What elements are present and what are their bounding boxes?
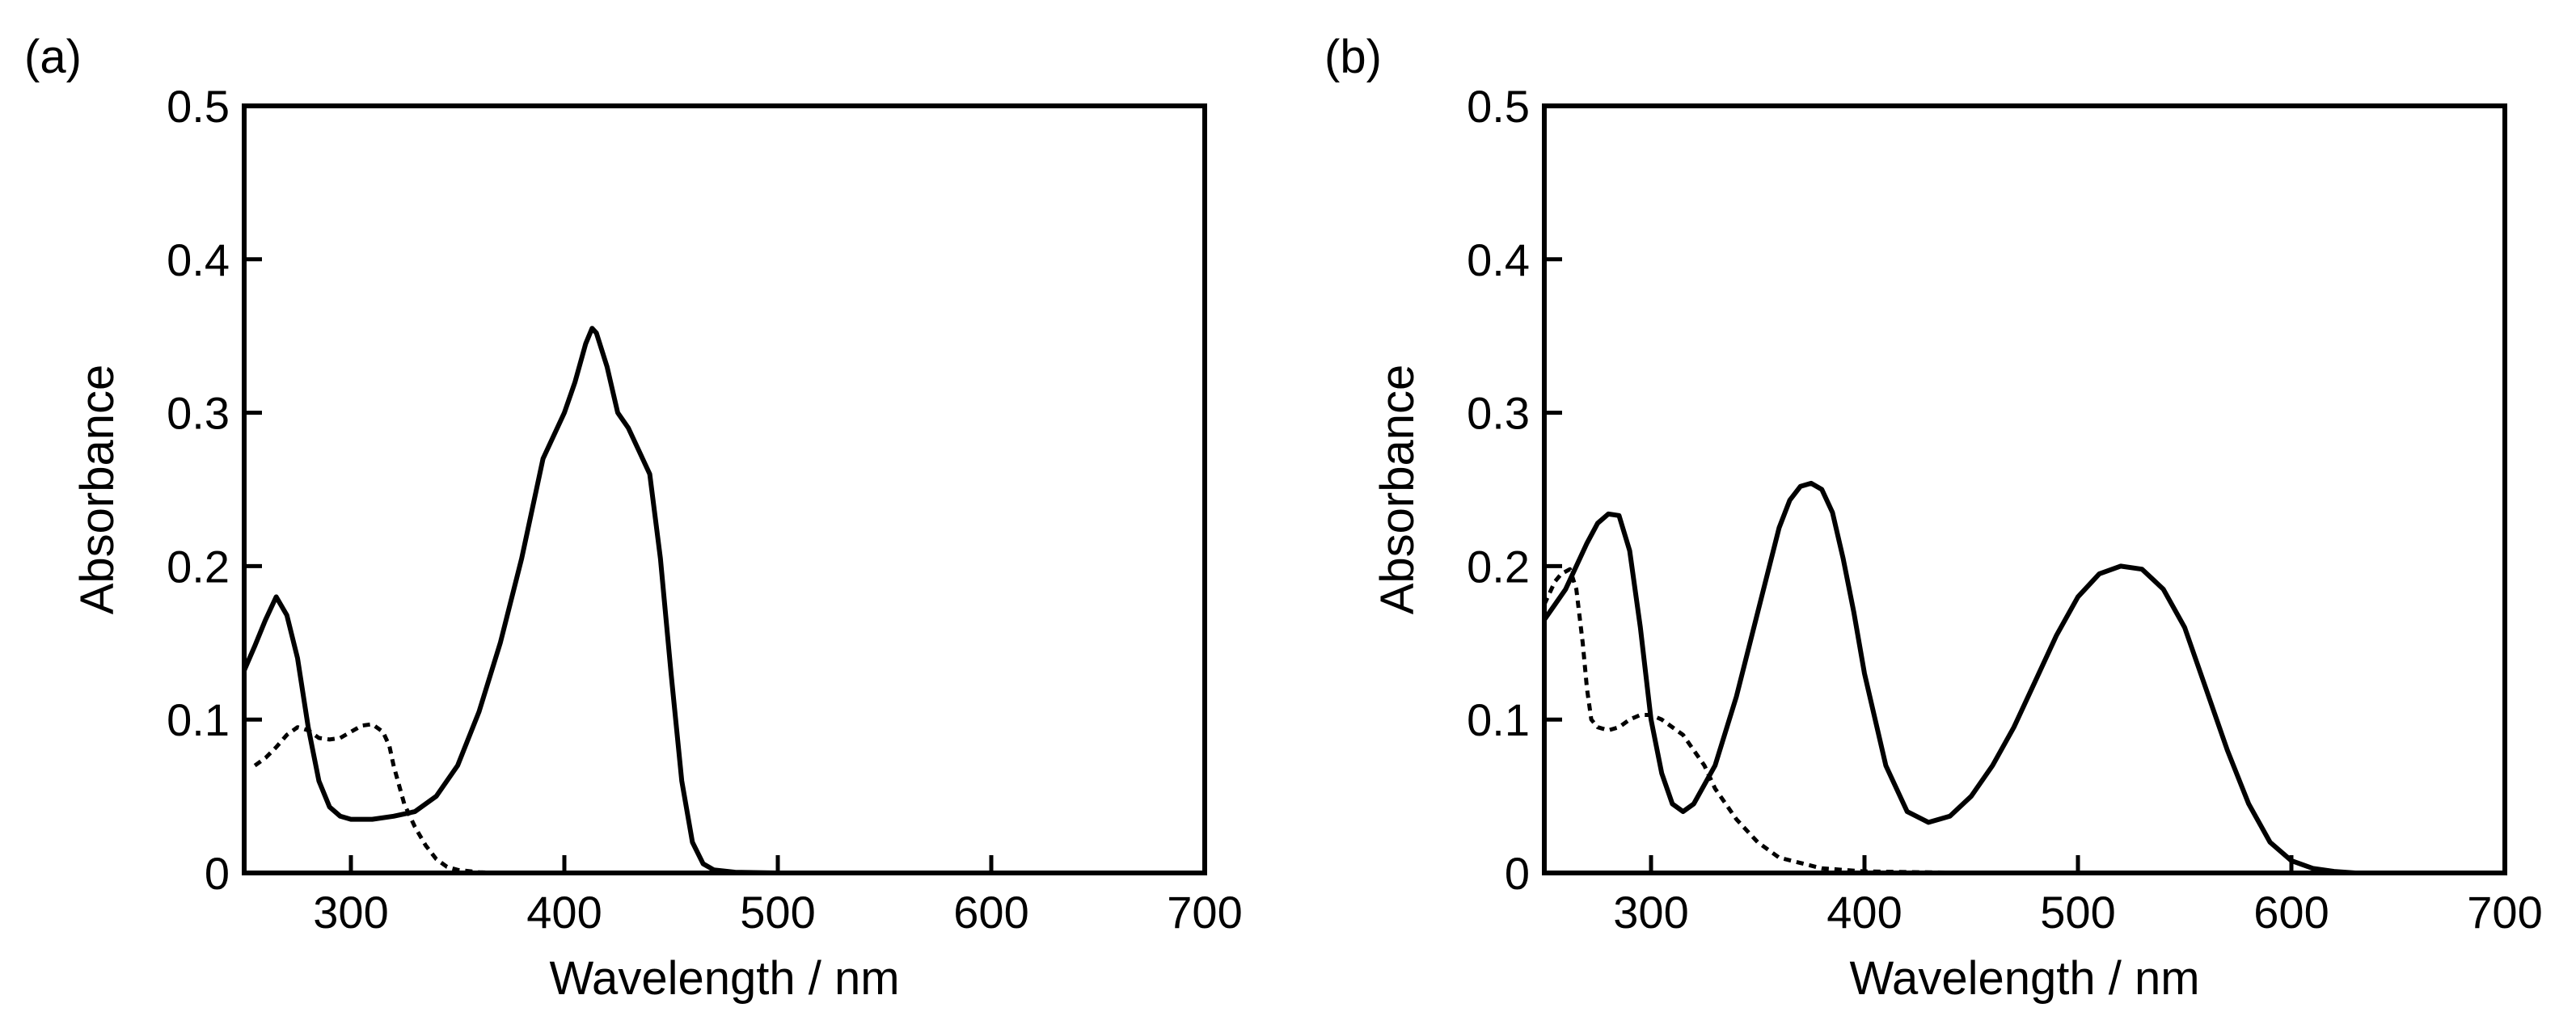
plot-frame bbox=[242, 103, 1207, 875]
panel-label: (b) bbox=[1324, 31, 1382, 83]
x-tick-label: 700 bbox=[1167, 887, 1242, 938]
plot-frame bbox=[1542, 103, 2507, 875]
x-tick-label: 600 bbox=[953, 887, 1028, 938]
series-dotted-line bbox=[1544, 567, 2291, 873]
chart-panel-a: (a) 0 0.1 0.2 0.3 0.4 0.5 300 400 500 600 700 Wavele… bbox=[24, 31, 1243, 1005]
y-tick-label: 0.3 bbox=[167, 388, 230, 439]
y-axis-label: Absorbance bbox=[1371, 365, 1424, 615]
x-tick-label: 700 bbox=[2467, 887, 2542, 938]
chart-panel-b: (b) 0 0.1 0.2 0.3 0.4 0.5 300 400 500 600 700 Wavele… bbox=[1324, 31, 2543, 1005]
panel-label: (a) bbox=[24, 31, 82, 83]
y-axis-label: Absorbance bbox=[71, 365, 124, 615]
y-tick-label: 0 bbox=[205, 848, 230, 899]
series-solid-line bbox=[244, 326, 885, 873]
x-axis-label: Wavelength / nm bbox=[1849, 952, 2199, 1005]
y-tick-label: 0.5 bbox=[167, 81, 230, 132]
y-tick-label: 0.1 bbox=[1467, 694, 1530, 745]
y-tick-label: 0.3 bbox=[1467, 388, 1530, 439]
x-tick-label: 300 bbox=[313, 887, 388, 938]
y-tick-label: 0 bbox=[1505, 848, 1530, 899]
x-tick-label: 400 bbox=[1826, 887, 1902, 938]
series-solid-line bbox=[1544, 480, 2356, 873]
x-tick-label: 400 bbox=[526, 887, 602, 938]
x-tick-label: 300 bbox=[1613, 887, 1688, 938]
x-tick-label: 500 bbox=[740, 887, 815, 938]
x-axis-label: Wavelength / nm bbox=[549, 952, 899, 1005]
y-tick-label: 0.5 bbox=[1467, 81, 1530, 132]
x-tick-label: 600 bbox=[2253, 887, 2329, 938]
y-tick-label: 0.2 bbox=[1467, 541, 1530, 592]
y-tick-label: 0.4 bbox=[167, 234, 230, 285]
series-dotted-line bbox=[253, 722, 522, 873]
y-tick-label: 0.4 bbox=[1467, 234, 1530, 285]
y-tick-label: 0.2 bbox=[167, 541, 230, 592]
y-tick-label: 0.1 bbox=[167, 694, 230, 745]
x-tick-label: 500 bbox=[2040, 887, 2115, 938]
